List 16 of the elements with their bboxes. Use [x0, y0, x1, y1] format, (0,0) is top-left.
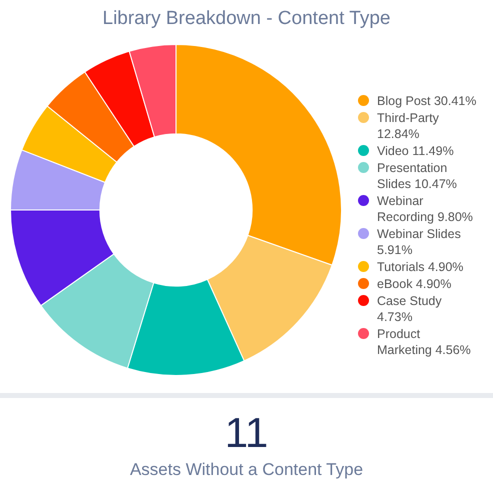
legend-label: Case Study — [377, 294, 442, 308]
legend-label: Tutorials 4.90% — [377, 259, 464, 275]
chart-title: Library Breakdown - Content Type — [102, 8, 392, 30]
legend-label: Webinar Recording 9.80% — [377, 193, 474, 225]
data-label: 12.84% — [377, 127, 420, 141]
legend-label: Video 11.49% — [377, 143, 454, 159]
data-label: 5.91% — [377, 243, 412, 257]
legend-label: Webinar Slides — [377, 227, 461, 241]
legend-label: Blog Post 30.41% — [377, 93, 476, 109]
text: Assets Without a Content Type — [128, 460, 364, 480]
legend-label: Third-Party — [377, 111, 439, 125]
legend-label: eBook 4.90% — [377, 276, 452, 292]
text: 11 — [224, 409, 270, 456]
legend-label: Product Marketing 4.56% — [377, 326, 472, 358]
legend-label: Presentation Slides 10.47% — [377, 160, 458, 192]
data-label: 4.73% — [377, 310, 412, 324]
